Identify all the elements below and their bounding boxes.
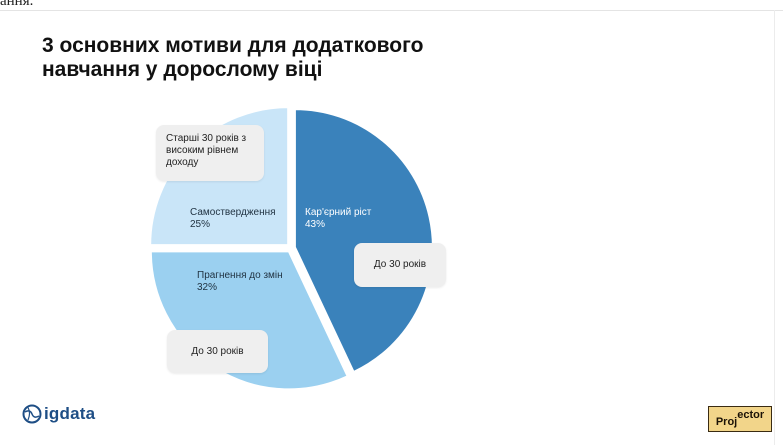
title-line-2: навчання у дорослому віці — [42, 58, 323, 81]
pie-slice-career — [293, 108, 434, 374]
top-text-fragment: ання. — [0, 0, 34, 9]
frame-right-line — [774, 10, 775, 445]
page-title: 3 основних мотиви для додаткового навчан… — [42, 34, 522, 82]
title-line-1: 3 основних мотиви для додаткового — [42, 34, 424, 57]
bigdata-wordmark: igdata — [44, 404, 96, 423]
slice-label-change: Прагнення до змін 32% — [197, 270, 283, 293]
projector-logo: Proj ector — [708, 406, 772, 432]
slice-label-career: Кар'єрний ріст 43% — [305, 207, 372, 230]
frame-top-line — [0, 10, 783, 11]
projector-logo-part2: ector — [737, 409, 765, 421]
callout-career-age: До 30 років — [354, 243, 446, 287]
slice-label-self-assertion: Самоствердження 25% — [190, 207, 276, 230]
bigdata-globe-icon — [22, 404, 42, 424]
bigdata-logo: igdata — [22, 404, 95, 424]
callout-self-assertion-age: Старші 30 років з високим рівнем доходу — [156, 125, 264, 181]
callout-change-age: До 30 років — [167, 330, 268, 373]
projector-logo-part1: Proj — [715, 416, 738, 428]
